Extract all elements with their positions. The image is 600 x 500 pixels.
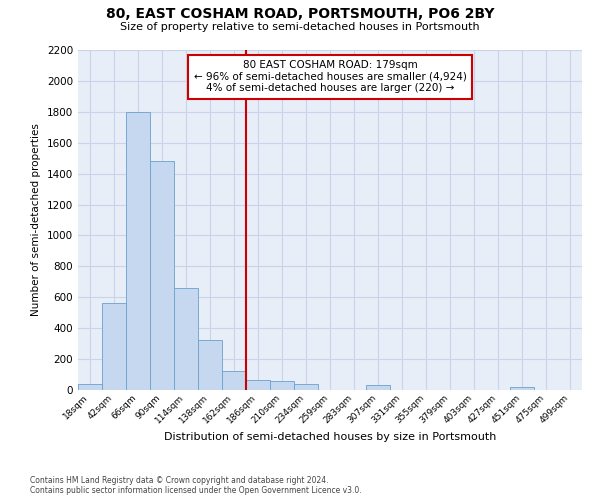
Bar (246, 380, 270, 390)
Bar (78, 384, 102, 390)
Text: 80, EAST COSHAM ROAD, PORTSMOUTH, PO6 2BY: 80, EAST COSHAM ROAD, PORTSMOUTH, PO6 2B… (106, 8, 494, 22)
Bar (126, 112, 150, 390)
Bar (174, 288, 198, 390)
Bar (366, 386, 390, 390)
Bar (198, 340, 222, 390)
Bar (510, 387, 534, 390)
X-axis label: Distribution of semi-detached houses by size in Portsmouth: Distribution of semi-detached houses by … (164, 432, 496, 442)
Text: Size of property relative to semi-detached houses in Portsmouth: Size of property relative to semi-detach… (120, 22, 480, 32)
Bar (270, 380, 294, 390)
Y-axis label: Number of semi-detached properties: Number of semi-detached properties (31, 124, 41, 316)
Text: Contains HM Land Registry data © Crown copyright and database right 2024.
Contai: Contains HM Land Registry data © Crown c… (30, 476, 362, 495)
Bar (150, 162, 174, 390)
Bar (102, 304, 126, 390)
Bar (294, 384, 318, 390)
Text: 80 EAST COSHAM ROAD: 179sqm
← 96% of semi-detached houses are smaller (4,924)
4%: 80 EAST COSHAM ROAD: 179sqm ← 96% of sem… (194, 60, 466, 94)
Bar (222, 370, 246, 390)
